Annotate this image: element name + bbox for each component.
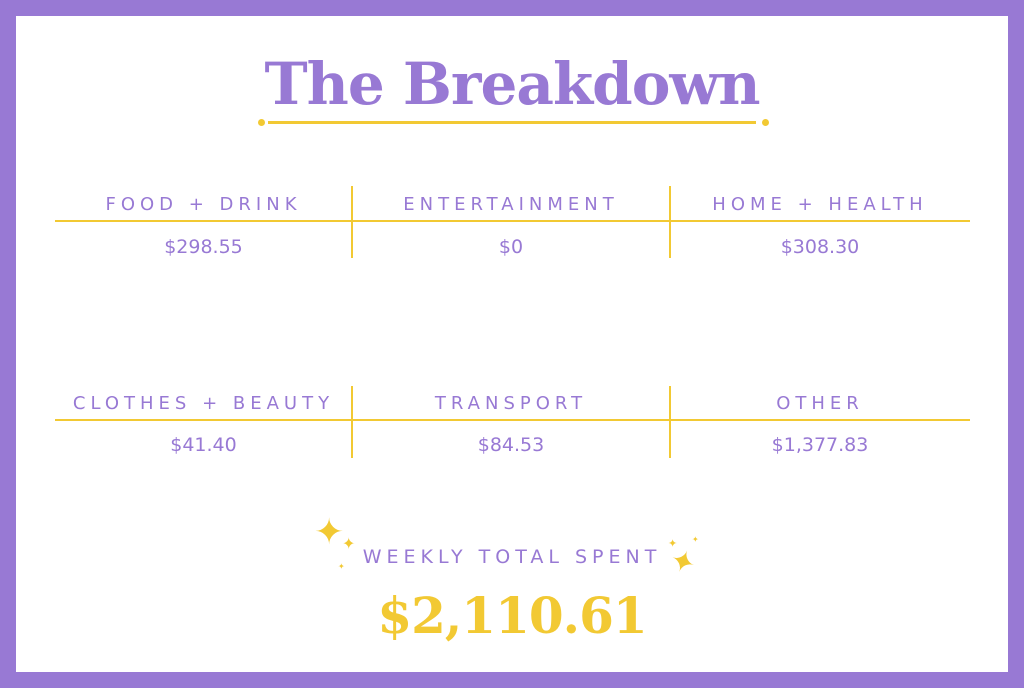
title-underline (268, 121, 756, 124)
category-label: ENTERTAINMENT (403, 194, 619, 215)
sparkle-icon: ✦ (692, 535, 699, 544)
sparkle-icon: ✦ (668, 537, 678, 550)
weekly-total-label: WEEKLY TOTAL SPENT (362, 546, 662, 568)
card (16, 16, 1008, 672)
category-row-2: CLOTHES + BEAUTY $41.40 TRANSPORT $84.53… (55, 386, 970, 458)
divider-dot (258, 119, 265, 126)
category-row-1: FOOD + DRINK $298.55 ENTERTAINMENT $0 HO… (55, 186, 970, 258)
page-title: The Breakdown (264, 50, 760, 118)
category-amount: $308.30 (780, 236, 860, 258)
column-divider (351, 386, 353, 458)
category-label: OTHER (776, 393, 864, 414)
category-amount: $41.40 (170, 434, 237, 456)
category-amount: $298.55 (164, 236, 243, 258)
category-amount: $84.53 (477, 434, 545, 456)
category-amount: $0 (498, 236, 524, 258)
sparkle-icon: ✦ (338, 562, 345, 571)
category-label: TRANSPORT (434, 393, 588, 414)
divider-dot (762, 119, 769, 126)
category-label: CLOTHES + BEAUTY (72, 393, 335, 414)
category-label: FOOD + DRINK (105, 194, 302, 215)
row-divider (55, 419, 970, 421)
column-divider (669, 386, 671, 458)
column-divider (669, 186, 671, 258)
weekly-total-amount: $2,110.61 (377, 586, 647, 645)
column-divider (351, 186, 353, 258)
category-amount: $1,377.83 (771, 434, 869, 456)
sparkle-icon: ✦ (342, 534, 356, 553)
sparkle-icon: ✦ (314, 512, 345, 553)
category-label: HOME + HEALTH (712, 194, 928, 215)
row-divider (55, 220, 970, 222)
